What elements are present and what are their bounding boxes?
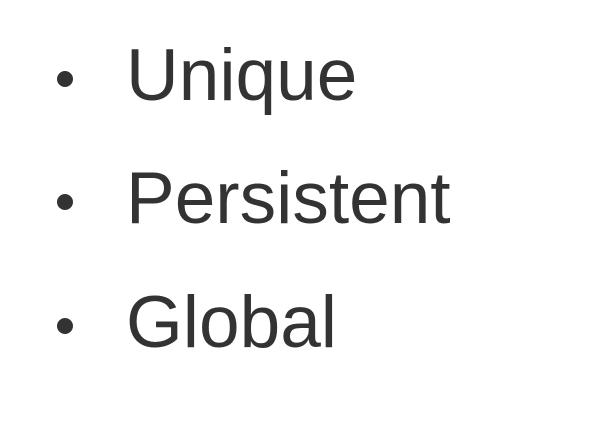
list-item: Unique	[0, 31, 599, 131]
bullet-dot-icon	[57, 194, 73, 210]
bullet-dot-icon	[57, 318, 73, 334]
list-item-text: Persistent	[126, 158, 451, 239]
list-item-text: Unique	[126, 35, 358, 116]
list-item: Global	[0, 278, 599, 378]
list-item-text: Global	[126, 282, 338, 363]
list-item: Persistent	[0, 154, 599, 254]
bullet-dot-icon	[57, 71, 73, 87]
